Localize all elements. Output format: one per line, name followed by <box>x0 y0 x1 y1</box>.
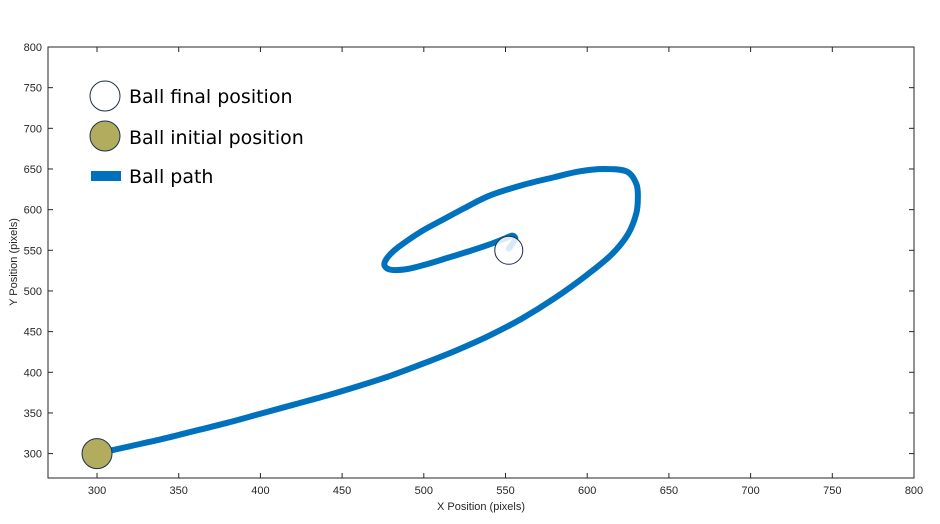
legend-path-marker <box>91 171 121 181</box>
x-axis-ticks: 300 350 400 450 500 550 600 650 700 750 800 <box>88 47 923 497</box>
x-tick-label: 300 <box>88 485 106 497</box>
y-tick-label: 750 <box>24 83 42 95</box>
y-tick-label: 450 <box>24 327 42 339</box>
y-axis-ticks: 300 350 400 450 500 550 600 650 700 750 800 <box>24 42 914 461</box>
y-tick-label: 800 <box>24 42 42 54</box>
legend-final-label: Ball final position <box>129 86 293 108</box>
x-tick-label: 400 <box>251 485 269 497</box>
ball-initial-marker <box>81 438 113 470</box>
series-layer <box>81 165 641 470</box>
y-tick-label: 700 <box>24 123 42 135</box>
x-axis-label: X Position (pixels) <box>437 501 525 513</box>
legend-path-label: Ball path <box>129 166 213 188</box>
plot-area <box>47 46 915 479</box>
legend: Ball final position Ball initial positio… <box>89 80 304 188</box>
ball-final-marker <box>494 235 524 265</box>
y-axis-label: Y Position (pixels) <box>8 218 20 306</box>
legend-initial-label: Ball initial position <box>129 127 304 149</box>
x-tick-label: 350 <box>170 485 188 497</box>
x-tick-label: 650 <box>660 485 678 497</box>
y-tick-label: 400 <box>24 367 42 379</box>
x-tick-label: 600 <box>578 485 596 497</box>
y-tick-label: 550 <box>24 245 42 257</box>
x-tick-label: 750 <box>823 485 841 497</box>
y-tick-label: 300 <box>24 449 42 461</box>
legend-final-marker <box>89 80 121 112</box>
x-tick-label: 500 <box>415 485 433 497</box>
y-tick-label: 600 <box>24 205 42 217</box>
x-tick-label: 450 <box>333 485 351 497</box>
y-tick-label: 500 <box>24 286 42 298</box>
x-tick-label: 550 <box>496 485 514 497</box>
ball-path-line <box>94 165 641 457</box>
y-tick-label: 650 <box>24 164 42 176</box>
legend-initial-marker <box>89 120 121 152</box>
x-tick-label: 700 <box>741 485 759 497</box>
x-tick-label: 800 <box>905 485 923 497</box>
y-tick-label: 350 <box>24 408 42 420</box>
